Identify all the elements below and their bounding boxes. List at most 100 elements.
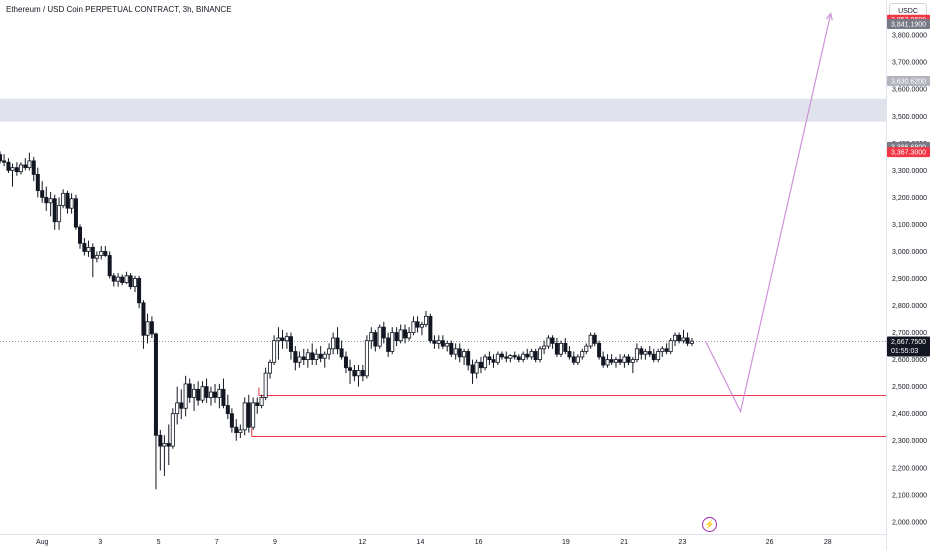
candle-body [284,336,289,342]
time-tick-label: 12 [358,539,366,546]
candle-body [145,321,150,336]
candle-body [618,359,623,363]
candle-body [116,276,121,282]
projection-path[interactable] [705,13,832,414]
candle-body [538,348,543,361]
candle-body [356,370,361,377]
price-tick-label: 2,900.0000 [892,276,927,283]
candle-body [48,198,53,204]
candle-body [634,348,639,361]
candle-body [660,348,665,352]
candle-body [677,334,682,342]
candle-body [242,402,247,431]
candle-body [0,154,3,162]
candle-body [508,355,513,359]
candle-body [639,348,644,355]
time-tick-label: 23 [678,539,686,546]
time-tick-label: 28 [824,539,832,546]
candle-body [120,276,125,283]
candle-body [6,161,11,171]
candle-body [229,413,234,428]
candle-body [90,246,95,259]
candle-body [158,434,163,447]
candle-body [580,351,585,358]
candle-body [575,356,580,363]
candle-body [65,192,70,209]
candle-body [40,190,45,198]
candle-body [377,326,382,347]
candle-body [327,348,332,355]
candle-body [57,205,62,223]
candle-body [352,370,357,377]
price-tag [887,19,930,30]
time-tick-label: 21 [620,539,628,546]
candle-body [149,321,154,335]
price-tick-label: 3,800.0000 [892,33,927,40]
price-tick-label: 2,100.0000 [892,492,927,499]
price-tick-label: 2,000.0000 [892,519,927,526]
price-tag-label: 3,630.6200 [891,78,926,85]
candle-body [213,391,218,398]
price-tick-label: 3,000.0000 [892,249,927,256]
candle-body [166,443,171,447]
candle-body [61,192,66,206]
candle-body [18,164,23,173]
resistance-zone[interactable] [0,98,886,122]
candle-body [301,356,306,361]
candle-body [521,353,526,361]
candle-body [225,405,230,415]
candle-body [453,348,458,355]
candle-body [170,413,175,447]
candle-body [263,372,268,398]
candle-body [432,340,437,344]
projection-arrowhead [825,12,833,21]
price-tick-label: 2,600.0000 [892,357,927,364]
candle-body [310,352,315,361]
candle-body [153,333,158,436]
candle-body [297,356,302,363]
price-tick-label: 3,700.0000 [892,60,927,67]
candle-body [369,332,374,342]
candle-body [673,334,678,342]
candle-body [626,356,631,363]
candle-body [407,332,412,339]
candle-body [2,160,7,163]
candle-body [457,348,462,358]
candle-body [656,351,661,361]
candle-body [192,388,197,398]
time-tick-label: 19 [562,539,570,546]
candle-body [322,353,327,359]
candle-body [403,329,408,339]
candle-body [529,351,534,358]
candle-body [525,353,530,358]
candle-body [554,342,559,355]
candle-body [651,353,656,361]
candle-body [609,359,614,363]
candle-body [643,351,648,355]
candle-body [288,336,293,352]
candle-body [234,426,239,434]
candle-body [141,302,146,336]
lightning-bolt-icon[interactable]: ⚡ [702,517,717,532]
time-tick-label: 9 [273,539,277,546]
price-tick-label: 3,300.0000 [892,168,927,175]
candle-body [187,383,192,398]
candle-body [622,356,627,363]
candle-body [204,386,209,398]
candle-body [445,342,450,347]
candle-body [474,361,479,374]
candle-body [664,348,669,352]
price-tag-label: 3,367.3000 [891,150,926,157]
candle-body [276,337,281,342]
candle-body [499,353,504,358]
price-tick-label: 3,500.0000 [892,114,927,121]
chart-title: Ethereum / USD Coin PERPETUAL CONTRACT, … [4,4,234,15]
candle-body [483,356,488,369]
price-axis: 2,000.0000 2,100.0000 2,200.0000 2,300.0000… [892,33,927,527]
candle-body [360,370,365,377]
candle-body [259,397,264,406]
candle-body [246,402,251,428]
price-tick-label: 2,400.0000 [892,411,927,418]
candle-body [196,388,201,401]
